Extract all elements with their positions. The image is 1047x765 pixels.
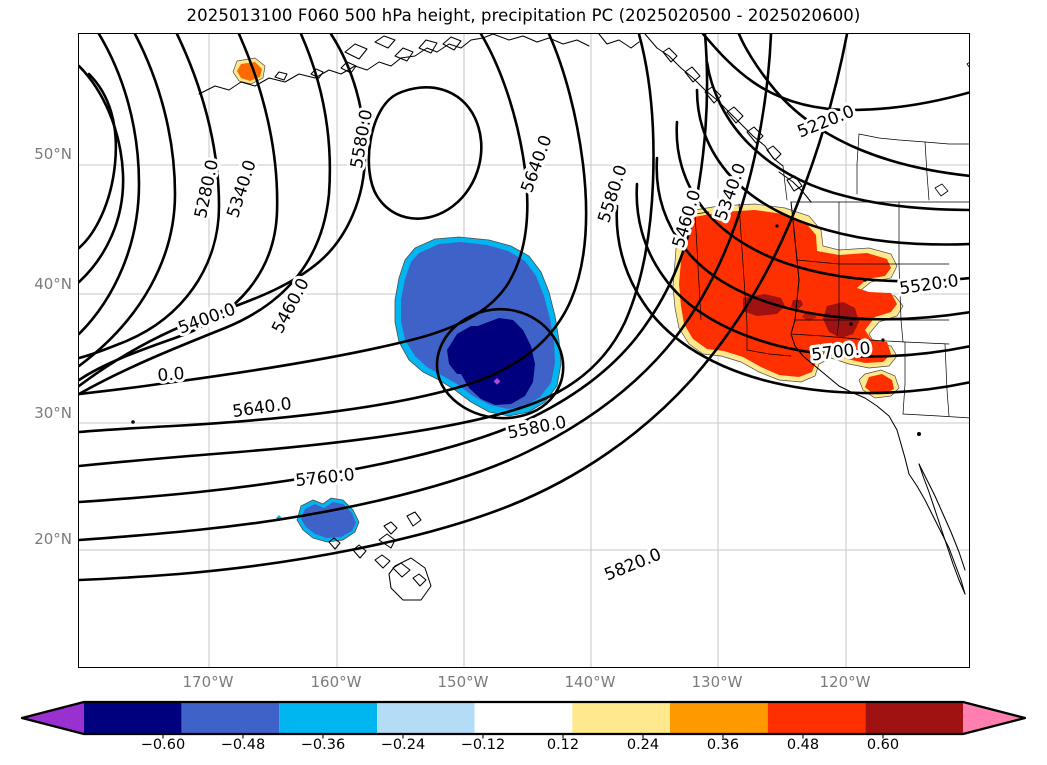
- colorbar-tick-label: −0.12: [460, 737, 506, 753]
- latitude-tick-label: 20°N: [34, 530, 72, 548]
- colorbar-tick-label: −0.24: [380, 737, 426, 753]
- colorbar-tickmarks: [162, 734, 884, 739]
- longitude-tick-label: 150°W: [437, 673, 489, 691]
- svg-text:5580.0: 5580.0: [347, 108, 377, 170]
- latitude-tick-label: 40°N: [34, 275, 72, 293]
- colorbar-tick-label: 0.12: [546, 737, 580, 753]
- band--0.36--0.24[interactable]: [279, 702, 377, 734]
- svg-text:5520.0: 5520.0: [898, 271, 960, 299]
- map-plot-area[interactable]: 5280.0 5280.0 5340.0 5340.0 5400.0 5400.0 5460…: [78, 33, 970, 668]
- longitude-tick-label: 120°W: [819, 673, 871, 691]
- height-contours: [79, 34, 969, 582]
- colorbar-tick-label: 0.36: [706, 737, 740, 753]
- page-title: 2025013100 F060 500 hPa height, precipit…: [186, 6, 861, 25]
- band-0.36-0.48[interactable]: [767, 702, 866, 734]
- colorbar-outline: [20, 700, 1027, 736]
- coastlines: [131, 34, 969, 601]
- shading-negative-hawaii: [276, 497, 360, 543]
- colorbar-tick-label: −0.60: [140, 737, 186, 753]
- longitude-tick-label: 130°W: [691, 673, 743, 691]
- svg-text:5760.0: 5760.0: [294, 465, 355, 491]
- contour-label: 0.00.0: [154, 361, 189, 389]
- colorbar-tick-label: −0.48: [220, 737, 266, 753]
- over-extension[interactable]: [963, 702, 1025, 734]
- svg-text:5460.0: 5460.0: [268, 275, 314, 337]
- svg-text:5400.0: 5400.0: [176, 299, 239, 338]
- colorbar-tick-label: 0.24: [626, 737, 660, 753]
- latitude-tick-label: 50°N: [34, 145, 72, 163]
- svg-text:0.0: 0.0: [157, 364, 186, 386]
- band--0.60--0.48[interactable]: [84, 702, 182, 734]
- colorbar-canvas: [20, 700, 1027, 739]
- colorbar[interactable]: −0.60 −0.48 −0.36 −0.24 −0.12 0.12 0.24 0.36 0.4…: [0, 697, 1047, 765]
- svg-text:5580.0: 5580.0: [594, 163, 631, 226]
- svg-text:5820.0: 5820.0: [602, 545, 665, 586]
- latitude-tick-label: 30°N: [34, 404, 72, 422]
- band--0.48--0.36[interactable]: [181, 702, 280, 734]
- colorbar-tick-label: 0.48: [786, 737, 820, 753]
- shading-positive-alaska: [232, 57, 266, 85]
- colorbar-tick-label: −0.36: [300, 737, 346, 753]
- band--0.12-0.12[interactable]: [474, 702, 573, 734]
- under-extension[interactable]: [22, 702, 84, 734]
- colorbar-swatches: [20, 700, 1027, 736]
- svg-text:5340.0: 5340.0: [223, 158, 260, 221]
- band-0.24-0.36[interactable]: [670, 702, 768, 734]
- longitude-tick-label: 160°W: [310, 673, 362, 691]
- shading-negative-north-pacific: [394, 236, 562, 417]
- band-0.12-0.24[interactable]: [572, 702, 670, 734]
- band--0.24--0.12[interactable]: [377, 702, 475, 734]
- longitude-tick-label: 170°W: [182, 673, 234, 691]
- colorbar-tick-label: 0.60: [866, 737, 900, 753]
- longitude-tick-label: 140°W: [564, 673, 616, 691]
- band-0.48-0.60[interactable]: [865, 702, 963, 734]
- shading-positive-western-us: [672, 203, 904, 399]
